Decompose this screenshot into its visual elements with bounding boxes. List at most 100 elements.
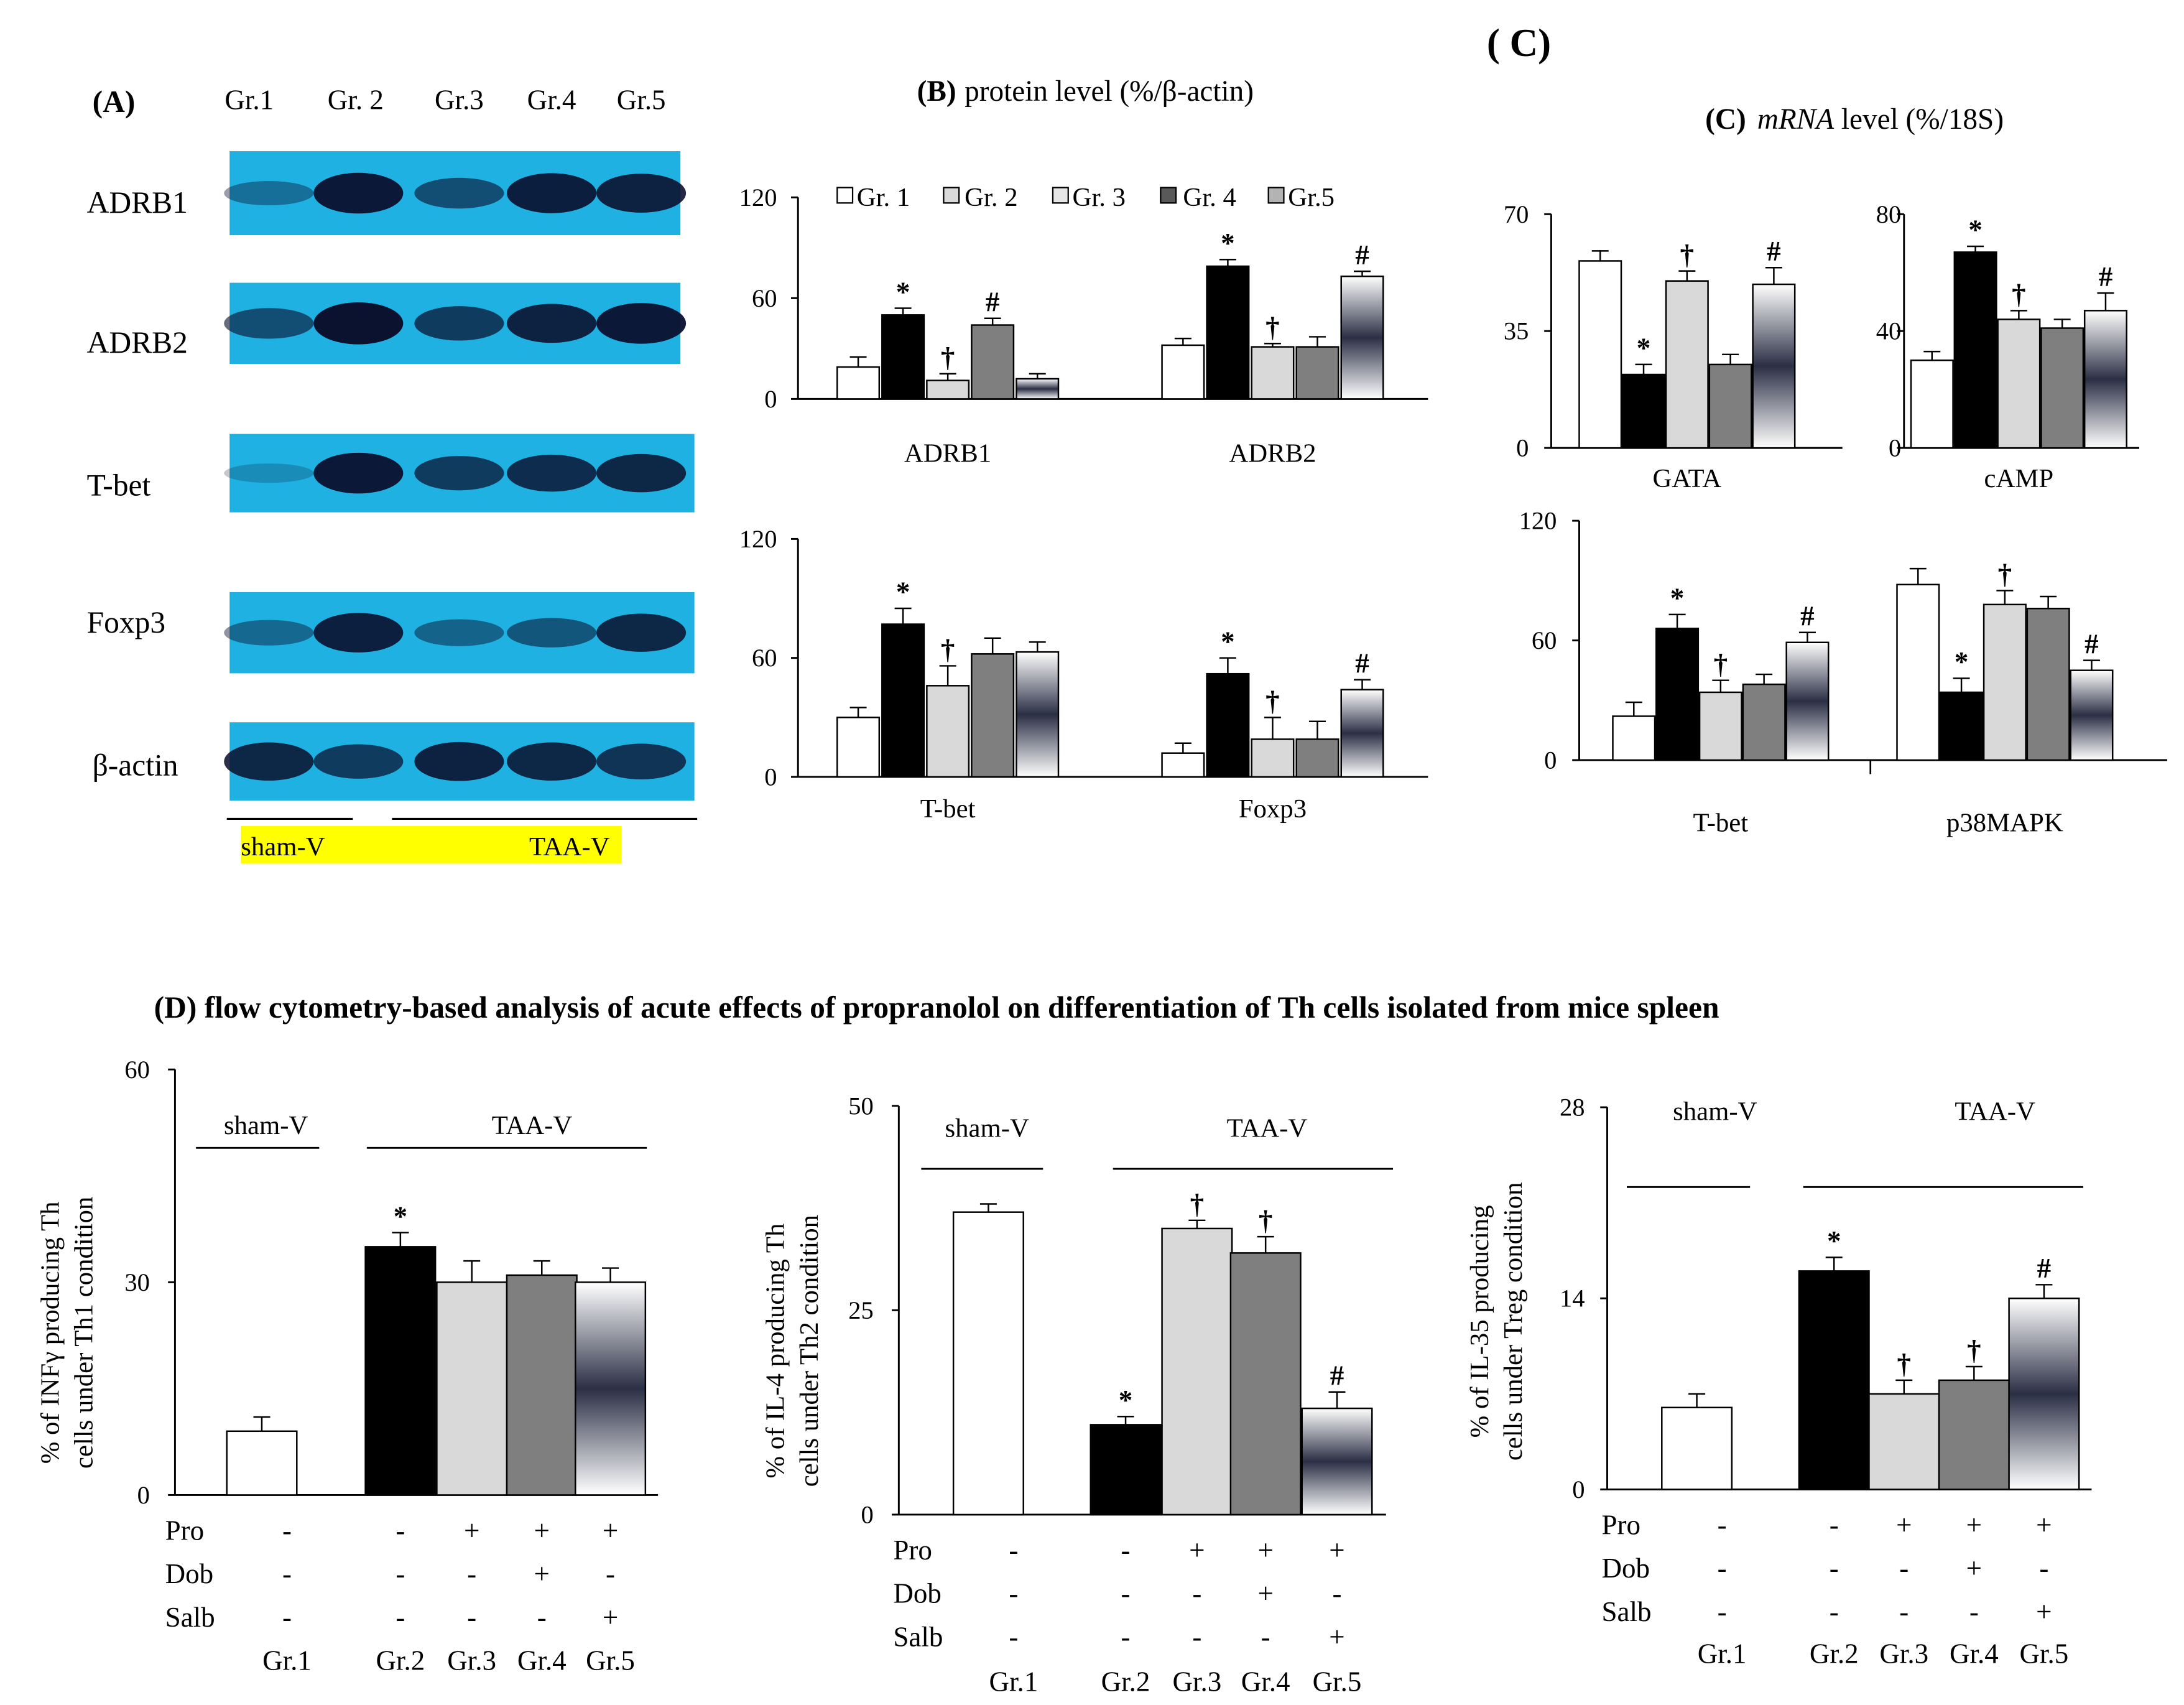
treatment-symbol: +	[464, 1515, 479, 1546]
legend-label: Gr.5	[1288, 183, 1335, 212]
group-label: Gr.4	[1950, 1638, 1999, 1669]
blot-strip	[224, 722, 695, 801]
treatment-symbol: -	[1830, 1596, 1839, 1627]
group-label: Gr.5	[586, 1645, 635, 1676]
chart-b1: 0 60 120 * † # ADRB1 * † # ADRB2	[739, 184, 1428, 468]
bar	[1161, 344, 1205, 400]
treatment-symbol: -	[1009, 1621, 1018, 1652]
sham-label: sham-V	[945, 1113, 1029, 1143]
legend-swatch	[1160, 187, 1177, 204]
significance-mark: #	[1800, 600, 1815, 631]
sham-label: sham-V	[241, 832, 325, 862]
blot-strip	[224, 434, 695, 513]
y-tick-label: 0	[764, 763, 777, 791]
bar	[2008, 1298, 2080, 1490]
bar	[881, 314, 925, 400]
panel-b-title-text: protein level (%/β-actin)	[965, 75, 1254, 108]
treatment-symbol: +	[1896, 1509, 1912, 1540]
y-axis-label-line: % of IL-4 producing Th	[761, 1224, 790, 1479]
treatment-symbol: -	[282, 1515, 292, 1546]
group-label: Gr.4	[517, 1645, 567, 1676]
bar	[1896, 583, 1940, 761]
treatment-label: Dob	[165, 1558, 214, 1589]
bar	[1161, 752, 1205, 778]
treatment-label: Dob	[893, 1578, 942, 1609]
significance-mark: *	[1955, 646, 1969, 677]
blot-band	[313, 613, 404, 653]
bar	[364, 1246, 437, 1496]
significance-mark: *	[1221, 228, 1235, 259]
treatment-symbol: -	[1121, 1621, 1131, 1652]
blot-band	[224, 308, 314, 339]
bar	[1997, 318, 2041, 449]
bar	[1016, 378, 1060, 400]
bar	[1785, 641, 1830, 761]
blot-band	[596, 743, 687, 779]
y-tick-label: 120	[739, 525, 777, 553]
sham-label: sham-V	[224, 1111, 308, 1140]
treatment-symbol: -	[1830, 1553, 1839, 1584]
y-tick-label: 0	[1572, 1475, 1585, 1503]
y-tick-label: 60	[752, 284, 777, 312]
blot-band	[313, 302, 404, 345]
significance-mark: #	[1355, 648, 1369, 679]
significance-mark: #	[2099, 261, 2113, 292]
y-axis-label: % of IL-35 producing cells under Treg con…	[1465, 1182, 1528, 1461]
blot-band	[224, 620, 314, 646]
blot-band	[596, 174, 687, 213]
blot-group-label: Gr.1	[224, 85, 274, 116]
blot-band	[506, 304, 597, 343]
treatment-symbol: -	[1192, 1578, 1201, 1609]
panel-c: ( C) (C) mRNA level (%/18S)	[1487, 21, 2004, 136]
treatment-symbol: +	[1966, 1553, 1982, 1584]
significance-mark: †	[1897, 1349, 1912, 1380]
blot-band	[224, 742, 314, 781]
treatment-label: Dob	[1601, 1553, 1650, 1584]
blot-strip	[224, 282, 687, 365]
blot-row-label: β-actin	[93, 748, 178, 783]
significance-mark: †	[1680, 239, 1695, 270]
treatment-symbol: +	[2036, 1596, 2052, 1627]
legend-label: Gr. 1	[857, 183, 910, 212]
bar	[971, 324, 1015, 400]
group-label: Gr.3	[1172, 1666, 1221, 1697]
bar	[1953, 251, 1997, 449]
significance-mark: *	[1827, 1225, 1841, 1257]
bar	[1295, 738, 1340, 778]
bar	[836, 717, 881, 778]
bar	[1983, 603, 2027, 761]
treatment-symbol: -	[1718, 1596, 1727, 1627]
treatment-symbol: -	[1830, 1509, 1839, 1540]
bar	[1301, 1407, 1373, 1516]
treatment-symbol: -	[537, 1602, 547, 1633]
treatment-symbol: -	[1899, 1596, 1909, 1627]
significance-mark: †	[1190, 1189, 1205, 1220]
bar	[1578, 260, 1622, 449]
taa-label: TAA-V	[1227, 1113, 1308, 1143]
bar	[881, 623, 925, 778]
bar	[226, 1430, 298, 1496]
y-tick-label: 0	[1544, 746, 1557, 774]
legend-swatch	[1052, 187, 1069, 204]
category-label: T-bet	[1693, 809, 1749, 838]
y-axis-label-line: % of INFγ producing Th	[36, 1202, 65, 1464]
significance-mark: *	[1637, 333, 1651, 364]
treatment-symbol: -	[1718, 1553, 1727, 1584]
chart-d3: 0 14 28 * † † # % of IL-35 producing cells under…	[1465, 1094, 2092, 1669]
panel-a: (A) Gr.1 Gr. 2 Gr.3 Gr.4 Gr.5 ADRB1 ADRB…	[87, 85, 698, 864]
blot-band	[596, 303, 687, 344]
y-axis-label: % of IL-4 producing Th cells under Th2 co…	[761, 1215, 824, 1487]
y-axis-label-line: cells under Treg condition	[1499, 1182, 1528, 1461]
bar	[1340, 275, 1384, 400]
treatment-symbol: -	[282, 1558, 292, 1589]
y-tick-label: 120	[739, 184, 777, 211]
significance-mark: *	[394, 1201, 408, 1232]
y-axis-label-line: cells under Th1 condition	[70, 1197, 99, 1469]
panel-b: (B) protein level (%/β-actin) Gr. 1 Gr. 2…	[836, 75, 1335, 212]
treatment-label: Pro	[165, 1515, 205, 1546]
blot-band	[596, 613, 687, 652]
treatment-symbol: +	[534, 1558, 550, 1589]
taa-label: TAA-V	[1955, 1097, 2035, 1126]
